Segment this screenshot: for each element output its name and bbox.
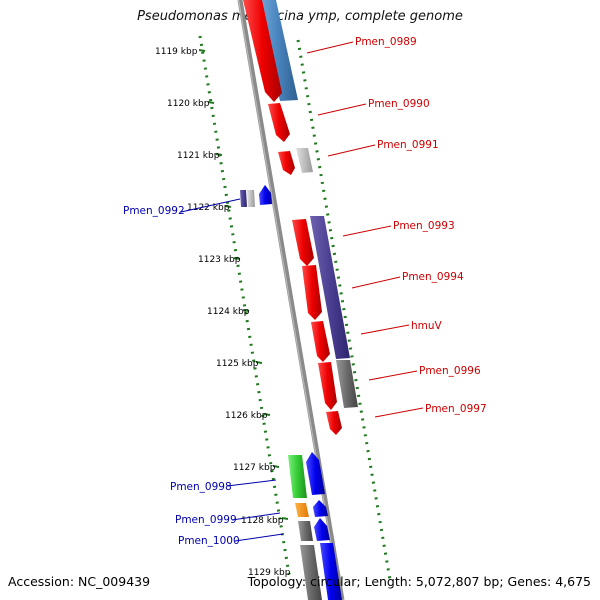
map-title: Pseudomonas mendocina ymp, complete geno… [137,9,463,24]
gene-block-gray [336,360,358,408]
genome-backbone [237,0,345,600]
gene-label-pmen-0992[interactable]: Pmen_0992 [123,205,185,217]
orf-arrow [292,219,314,266]
minus-strand-features-top [240,185,272,207]
gene-label-hmuv[interactable]: hmuV [411,320,443,332]
gene-block-purple [240,190,247,207]
gene-labels: Pmen_0989 Pmen_0990 Pmen_0991 Pmen_0992 … [123,36,487,547]
orf-arrow [302,265,322,320]
genome-summary-text: Topology: circular; Length: 5,072,807 bp… [247,574,591,589]
gene-label-pmen-0997[interactable]: Pmen_0997 [425,403,487,415]
orf-arrow-minus [320,543,342,600]
tick-label: 1125 kbp [216,359,259,369]
orf-arrow-minus [313,500,328,517]
orf-arrow [268,103,290,142]
leader-lines-minus [180,198,284,542]
orf-arrow [278,151,295,175]
gene-label-pmen-0999[interactable]: Pmen_0999 [175,514,237,526]
tick-label: 1123 kbp [198,255,241,265]
orf-arrows-plus [243,0,342,435]
gene-label-pmen-0993[interactable]: Pmen_0993 [393,220,455,232]
tick-label: 1129 kbp [248,568,291,578]
tick-label: 1126 kbp [225,411,268,421]
gene-block-orange [295,503,309,517]
orf-arrow-minus [259,185,272,205]
scale-line-right [296,39,392,581]
gene-block-gray [298,521,313,541]
tick-label: 1127 kbp [233,463,276,473]
gene-block-light [247,190,255,207]
orf-arrow [326,411,342,435]
accession-text: Accession: NC_009439 [8,574,151,589]
leader-lines-plus [306,41,424,418]
tick-labels: 1119 kbp 1120 kbp 1121 kbp 1122 kbp 1123… [155,47,291,578]
gene-block-green [288,455,307,498]
orf-arrow [311,321,330,362]
gene-label-pmen-0998[interactable]: Pmen_0998 [170,481,232,493]
gene-block-purple [310,216,350,359]
orf-arrow-minus [306,452,325,495]
orf-arrow [243,0,282,102]
genome-backbone-highlight [238,0,342,600]
tick-label: 1122 kbp [187,203,230,213]
tick-label: 1119 kbp [155,47,198,57]
gene-label-pmen-0996[interactable]: Pmen_0996 [419,365,481,377]
gene-label-pmen-0989[interactable]: Pmen_0989 [355,36,417,48]
gene-block-gray [300,545,322,600]
orf-arrow-minus [314,518,330,541]
tick-marks [198,49,289,520]
gene-label-pmen-0994[interactable]: Pmen_0994 [402,271,464,283]
gene-block-light [296,148,313,173]
gene-label-pmen-0990[interactable]: Pmen_0990 [368,98,430,110]
tick-label: 1121 kbp [177,151,220,161]
gene-label-pmen-1000[interactable]: Pmen_1000 [178,535,240,547]
gene-label-pmen-0991[interactable]: Pmen_0991 [377,139,439,151]
tick-label: 1124 kbp [207,307,250,317]
minus-strand-features-bottom [288,452,342,600]
tick-label: 1128 kbp [241,516,284,526]
tick-label: 1120 kbp [167,99,210,109]
orf-arrow [318,362,337,410]
